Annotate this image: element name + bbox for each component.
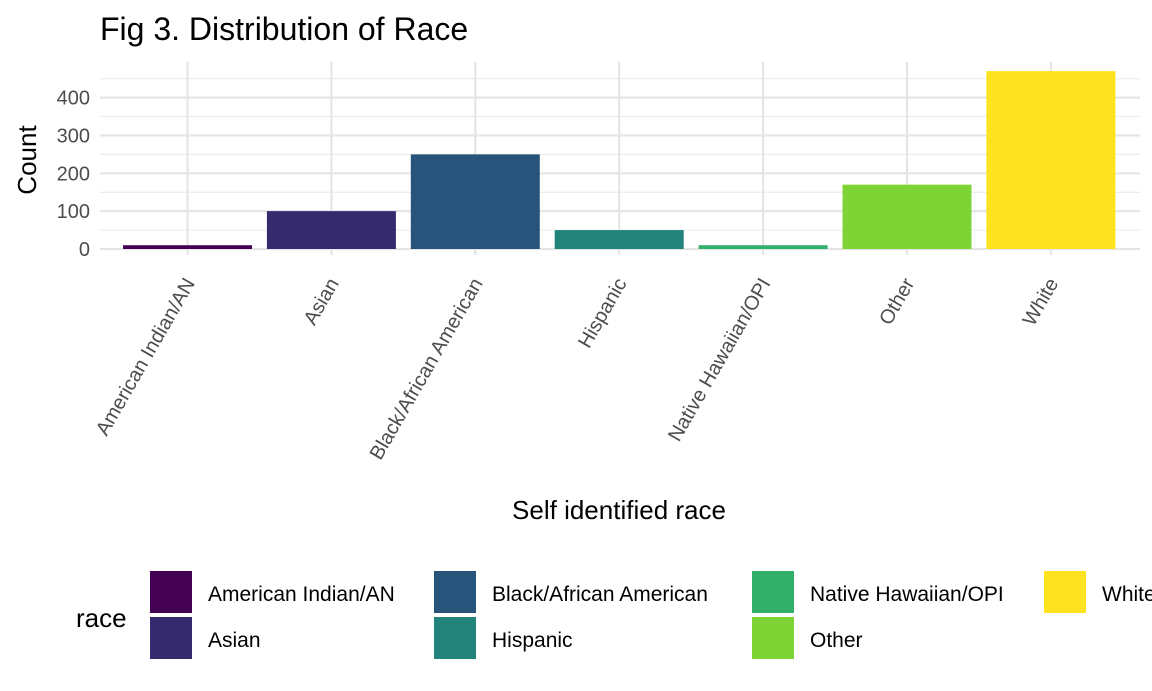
legend-swatch [434,617,476,659]
bar-black-african-american [410,154,540,249]
bar-white [986,71,1116,249]
legend-label: Asian [208,629,261,652]
y-tick-label: 0 [79,239,90,261]
x-tick-label: Hispanic [574,275,631,352]
legend-item: American Indian/AN [150,571,395,613]
bars [123,71,1116,249]
y-tick-label: 300 [57,125,90,147]
legend-label: Native Hawaiian/OPI [810,583,1004,606]
legend-swatch [1044,571,1086,613]
legend: American Indian/AN Asian Black/African Ame… [150,571,1152,659]
bar-hispanic [554,230,684,249]
legend-item: Other [752,617,863,659]
x-tick-label: Asian [300,275,344,329]
bar-other [842,184,972,249]
chart-title: Fig 3. Distribution of Race [100,11,468,47]
legend-swatch [150,617,192,659]
x-tick-label: Black/African American [366,275,488,464]
legend-swatch [752,571,794,613]
legend-label: American Indian/AN [208,583,395,606]
bar-american-indian-an [123,245,252,249]
legend-item: Native Hawaiian/OPI [752,571,1004,613]
legend-title: race [76,603,127,633]
legend-label: Other [810,629,863,652]
y-tick-label: 100 [57,201,90,223]
x-tick-label: White [1019,275,1064,330]
x-tick-label: Native Hawaiian/OPI [664,275,775,446]
legend-swatch [434,571,476,613]
legend-item: White [1044,571,1152,613]
legend-label: Hispanic [492,629,573,652]
y-axis-title: Count [12,125,42,195]
bar-asian [266,211,396,249]
y-tick-label: 200 [57,163,90,185]
legend-swatch [752,617,794,659]
x-tick-label: Other [875,274,919,329]
legend-label: White [1102,583,1152,606]
x-tick-label: American Indian/AN [92,275,200,440]
legend-item: Hispanic [434,617,573,659]
x-axis-ticks: American Indian/AN Asian Black/African Ame… [92,274,1063,463]
bar-native-hawaiian-opi [698,245,828,249]
x-axis-title: Self identified race [512,495,726,525]
y-axis-ticks: 0 100 200 300 400 [57,88,90,261]
legend-swatch [150,571,192,613]
legend-label: Black/African American [492,583,708,606]
y-tick-label: 400 [57,88,90,110]
legend-item: Asian [150,617,261,659]
grid [100,62,1140,255]
legend-item: Black/African American [434,571,708,613]
